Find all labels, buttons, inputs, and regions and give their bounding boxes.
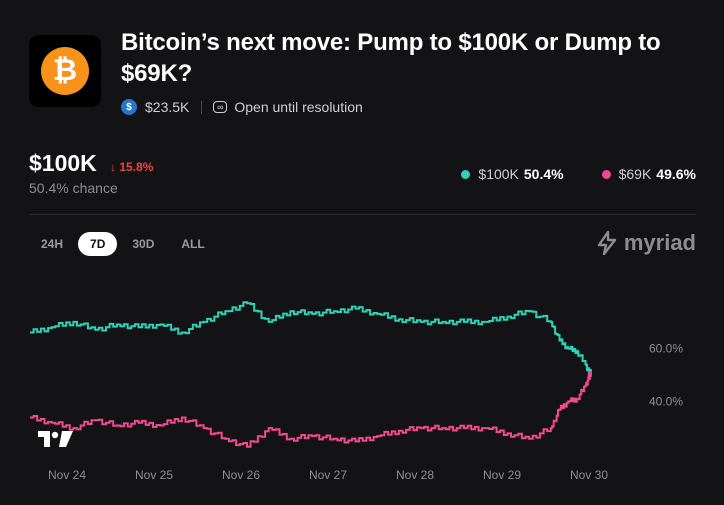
chart-legend: $100K 50.4% $69K 49.6% — [423, 166, 696, 182]
y-tick-label: 40.0% — [649, 395, 683, 409]
timeframe-tabs: 24H 7D 30D ALL — [29, 232, 220, 256]
x-tick-label: Nov 28 — [396, 468, 434, 482]
tab-24h[interactable]: 24H — [41, 237, 64, 251]
section-divider — [29, 214, 696, 215]
x-tick-label: Nov 29 — [483, 468, 521, 482]
brand-logo: myriad — [596, 230, 696, 256]
tradingview-icon — [38, 431, 73, 447]
x-tick-label: Nov 27 — [309, 468, 347, 482]
y-tick-label: 60.0% — [649, 341, 683, 355]
volume-value: $23.5K — [145, 99, 190, 115]
bitcoin-icon: ₿ — [41, 47, 89, 95]
market-status: Open until resolution — [234, 99, 363, 115]
outcome-chance: 50.4% chance — [29, 180, 118, 196]
market-title: Bitcoin’s next move: Pump to $100K or Du… — [121, 29, 661, 87]
tab-all[interactable]: ALL — [181, 237, 205, 251]
price-history-chart[interactable]: 60.0% 40.0% Nov 24 Nov 25 Nov 26 Nov 27 Nov 28… — [0, 290, 724, 490]
legend-label-100k: $100K — [478, 166, 519, 182]
market-image: ₿ — [29, 35, 101, 107]
series-line-0 — [30, 301, 591, 375]
x-tick-label: Nov 25 — [135, 468, 173, 482]
legend-dot-69k — [601, 169, 611, 179]
series-line-1 — [30, 375, 591, 448]
open-ended-icon: ∞ — [213, 101, 228, 113]
selected-outcome-price: $100K — [29, 150, 97, 176]
meta-divider — [201, 100, 203, 114]
legend-item-100k[interactable]: $100K 50.4% — [461, 166, 564, 182]
myriad-logo-icon — [597, 231, 617, 255]
brand-name: myriad — [623, 230, 696, 255]
legend-label-69k: $69K — [618, 166, 652, 182]
market-meta: $ $23.5K ∞ Open until resolution — [121, 98, 363, 116]
x-tick-label: Nov 26 — [222, 468, 260, 482]
legend-value-69k: 49.6% — [656, 166, 696, 182]
tab-30d[interactable]: 30D — [132, 237, 155, 251]
legend-value-100k: 50.4% — [523, 166, 564, 182]
tab-7d[interactable]: 7D — [78, 232, 118, 256]
series-endpoint-1 — [587, 371, 592, 378]
usdc-icon: $ — [121, 99, 137, 115]
x-tick-label: Nov 24 — [48, 468, 86, 482]
x-tick-label: Nov 30 — [570, 468, 608, 482]
price-change: ↓ 15.8% — [110, 160, 154, 174]
legend-dot-100k — [461, 169, 471, 179]
legend-item-69k[interactable]: $69K 49.6% — [601, 166, 696, 182]
